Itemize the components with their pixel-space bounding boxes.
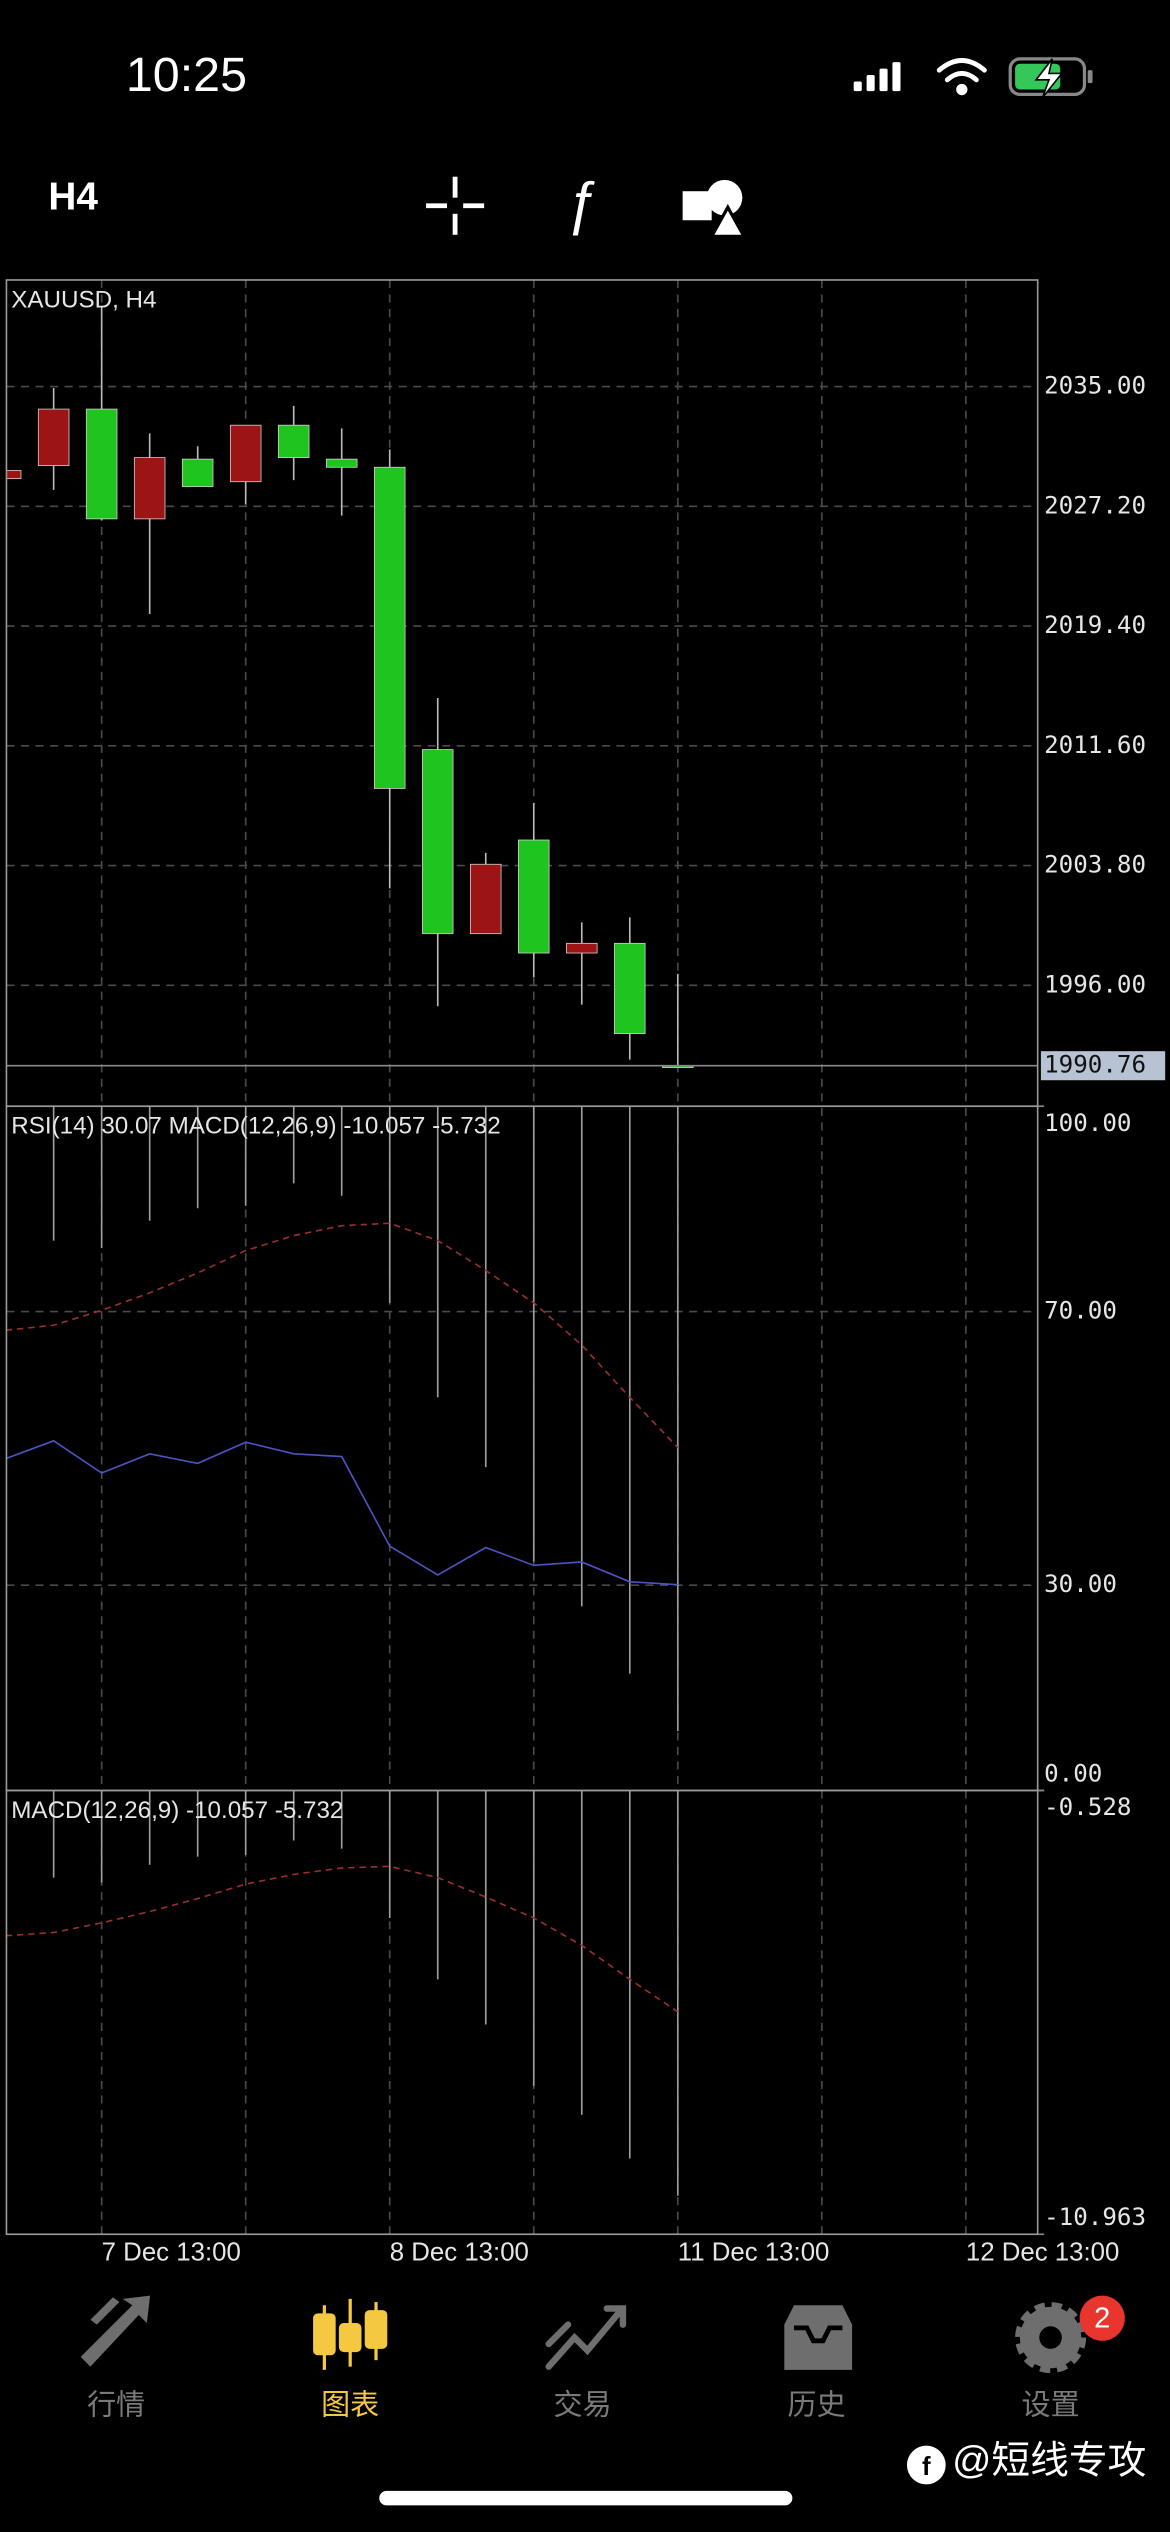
tab-label[interactable]: 行情 — [87, 2389, 145, 2422]
candle-body — [373, 466, 406, 789]
tab-icon-settings[interactable] — [1015, 2295, 1125, 2374]
signal-icon — [853, 62, 901, 92]
candle-body — [133, 457, 166, 520]
candle-body — [37, 408, 70, 466]
tab-label[interactable]: 设置 — [1022, 2390, 1080, 2422]
tab-icon-history[interactable] — [784, 2305, 853, 2370]
objects-button[interactable] — [682, 179, 747, 239]
tab-label[interactable]: 图表 — [321, 2389, 379, 2422]
y-tick-label: 70.00 — [1044, 1297, 1117, 1325]
y-tick-label: -10.963 — [1044, 2203, 1146, 2231]
y-tick-label: 30.00 — [1044, 1570, 1117, 1598]
chart-area: 2035.00 2027.20 2019.40 2011.60 2003.80 1996.… — [5, 279, 1166, 2266]
candle-body — [614, 942, 646, 1035]
candle-body — [422, 749, 454, 935]
panel-title: MACD(12,26,9) -10.057 -5.732 — [11, 1797, 343, 1824]
candle-body — [566, 942, 598, 954]
watermark: @短线专攻 — [952, 2440, 1146, 2483]
tab-icon-quotes[interactable] — [80, 2295, 151, 2367]
candle-body — [325, 458, 358, 468]
macd-signal — [6, 1865, 679, 2013]
candle-body — [470, 863, 502, 935]
y-tick-label: 2019.40 — [1044, 611, 1146, 639]
panel-title: XAUUSD, H4 — [11, 286, 156, 313]
crosshair-button[interactable] — [426, 176, 485, 235]
home-indicator — [379, 2490, 793, 2506]
x-tick-label: 11 Dec 13:00 — [678, 2238, 830, 2266]
y-tick-label: 2003.80 — [1044, 851, 1146, 879]
y-tick-label: 2011.60 — [1044, 731, 1146, 759]
svg-text:f: f — [922, 2453, 931, 2481]
y-tick-label: -0.528 — [1044, 1793, 1131, 1821]
macd-signal — [6, 1222, 679, 1449]
watermark-logo: f — [906, 2445, 946, 2485]
candle-body — [518, 839, 550, 954]
battery-icon — [1008, 57, 1093, 99]
x-tick-label: 7 Dec 13:00 — [102, 2238, 241, 2266]
last-price-box — [1040, 1051, 1166, 1081]
last-price-label: 1990.76 — [1044, 1051, 1146, 1079]
candle-body — [229, 424, 262, 483]
tab-badge: 2 — [1094, 2302, 1110, 2334]
x-tick-label: 12 Dec 13:00 — [966, 2238, 1120, 2266]
y-tick-label: 0.00 — [1044, 1759, 1102, 1787]
rsi-layer — [6, 1439, 678, 1586]
tab-icon-trade[interactable] — [545, 2305, 627, 2370]
y-tick-label: 2035.00 — [1044, 372, 1146, 400]
status-time: 10:25 — [126, 48, 247, 102]
y-tick-label: 2027.20 — [1044, 491, 1146, 519]
candle-body — [85, 408, 118, 520]
tab-icon-chart[interactable] — [313, 2298, 388, 2370]
timeframe[interactable]: H4 — [48, 176, 98, 219]
tab-label[interactable]: 交易 — [554, 2389, 612, 2422]
indicator-button[interactable]: ƒ — [565, 171, 597, 236]
candle-body — [6, 470, 22, 480]
panel-border — [5, 1789, 1039, 2236]
candles — [6, 307, 694, 1068]
macd-layer — [6, 1106, 679, 1732]
candle-body — [277, 424, 310, 459]
panel-title: RSI(14) 30.07 MACD(12,26,9) -10.057 -5.7… — [11, 1113, 500, 1140]
series-line — [6, 1439, 678, 1586]
y-tick-label: 100.00 — [1044, 1109, 1131, 1137]
wifi-icon — [936, 58, 987, 96]
y-tick-label: 1996.00 — [1044, 970, 1146, 998]
candle-body — [181, 458, 214, 488]
macd-layer — [6, 1790, 679, 2196]
tab-label[interactable]: 历史 — [788, 2389, 846, 2422]
x-tick-label: 8 Dec 13:00 — [390, 2238, 529, 2266]
